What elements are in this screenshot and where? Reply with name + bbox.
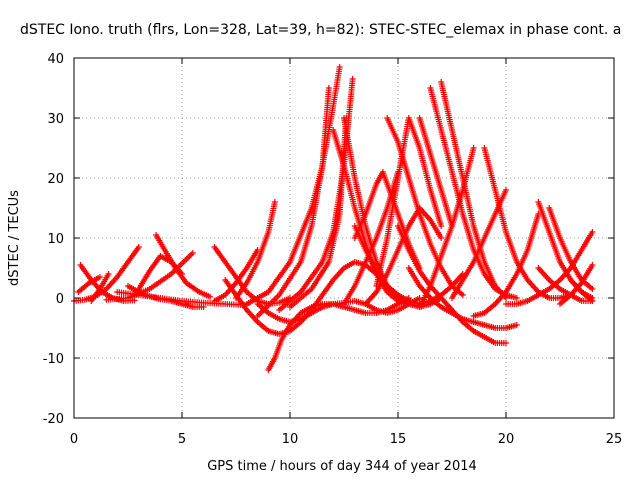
series-29 — [405, 265, 520, 331]
data-point — [349, 76, 356, 82]
data-point — [503, 340, 509, 346]
series-30 — [416, 115, 455, 229]
data-point — [189, 250, 196, 256]
y-tick-label: 0 — [56, 292, 64, 307]
series-40 — [546, 205, 596, 292]
series-11 — [211, 247, 261, 304]
series-16 — [243, 64, 343, 307]
series-41 — [557, 262, 596, 307]
data-point — [105, 271, 112, 277]
data-point — [96, 274, 103, 280]
series-28 — [395, 223, 509, 346]
data-point — [589, 262, 596, 268]
data-point — [459, 292, 466, 298]
data-points — [71, 64, 596, 373]
data-point — [513, 295, 520, 301]
data-point — [503, 295, 509, 301]
series-8 — [153, 232, 214, 300]
series-27 — [384, 115, 466, 298]
x-tick-label: 10 — [282, 432, 299, 447]
data-point — [271, 199, 278, 205]
x-tick-label: 0 — [70, 432, 78, 447]
series-9 — [114, 289, 250, 309]
series-3 — [75, 274, 103, 295]
data-point — [513, 322, 520, 328]
series-26 — [373, 115, 445, 289]
series-4 — [88, 271, 112, 304]
x-tick-label: 5 — [178, 432, 186, 447]
y-tick-label: -10 — [43, 352, 64, 367]
y-tick-label: -20 — [43, 412, 64, 427]
series-13 — [233, 199, 278, 301]
series-36 — [470, 211, 542, 319]
series-17 — [254, 85, 332, 319]
series-15 — [265, 295, 412, 373]
y-tick-label: 40 — [47, 52, 64, 67]
axis-ticks — [73, 57, 615, 419]
data-point — [589, 286, 596, 292]
y-tick-label: 20 — [47, 172, 64, 187]
series-32 — [438, 79, 509, 301]
data-point — [207, 293, 214, 300]
data-point — [589, 298, 596, 304]
x-tick-label: 15 — [390, 432, 407, 447]
y-tick-labels: -20 -10 0 10 20 30 40 — [43, 52, 64, 427]
series-42 — [567, 277, 596, 304]
x-tick-label: 20 — [498, 432, 515, 447]
x-tick-label: 25 — [606, 432, 623, 447]
data-point — [589, 229, 596, 235]
series-23 — [341, 169, 401, 307]
y-tick-label: 30 — [47, 112, 64, 127]
x-axis-label: GPS time / hours of day 344 of year 2014 — [207, 459, 477, 474]
y-tick-label: 10 — [47, 232, 64, 247]
data-point — [503, 187, 509, 193]
data-point — [325, 85, 332, 91]
chart-title: dSTEC Iono. truth (flrs, Lon=328, Lat=39… — [20, 22, 621, 38]
data-point — [470, 145, 477, 151]
series-24 — [362, 205, 445, 307]
series-19 — [287, 115, 350, 310]
x-tick-labels: 0 5 10 15 20 25 — [70, 432, 622, 447]
series-31 — [427, 85, 520, 301]
series-33 — [416, 145, 477, 310]
y-axis-label: dSTEC / TECUs — [7, 190, 22, 286]
data-point — [336, 64, 343, 70]
data-point — [438, 223, 445, 229]
data-point — [135, 244, 142, 250]
data-point — [438, 235, 445, 241]
